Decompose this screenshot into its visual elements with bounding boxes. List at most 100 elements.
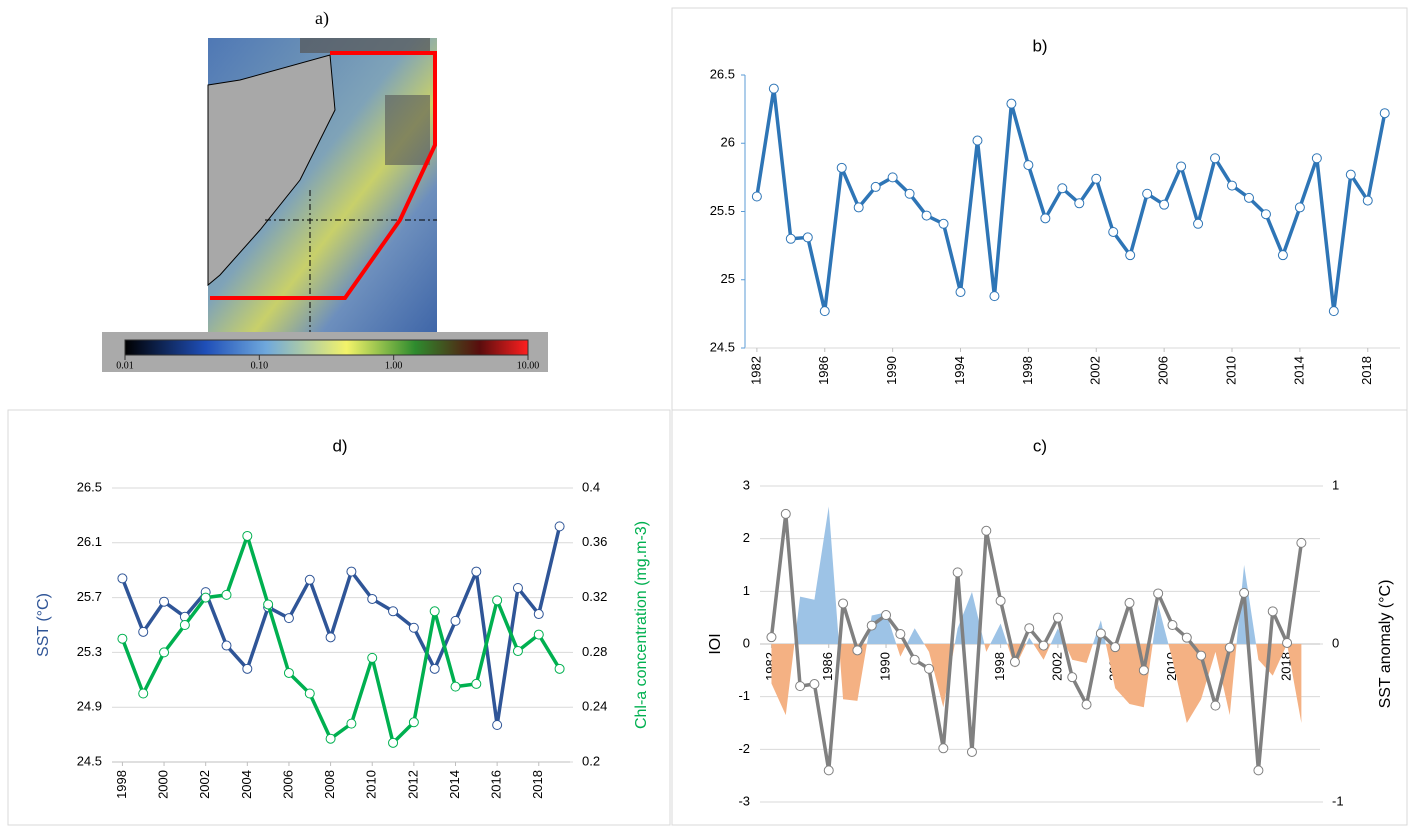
marker <box>785 233 796 244</box>
marker <box>283 667 294 678</box>
marker <box>304 688 315 699</box>
marker <box>1176 161 1187 172</box>
chart-title: d) <box>332 436 347 455</box>
land-mask <box>300 38 430 53</box>
x-tick-label: 2014 <box>1291 356 1306 385</box>
marker <box>1057 183 1068 194</box>
marker <box>512 646 523 657</box>
marker <box>1362 195 1373 206</box>
y2-tick-label: -1 <box>1332 793 1344 808</box>
marker <box>751 191 762 202</box>
marker <box>346 566 357 577</box>
marker <box>1108 226 1119 237</box>
marker <box>1038 640 1049 651</box>
marker <box>802 232 813 243</box>
marker <box>1081 699 1092 710</box>
marker <box>1379 108 1390 119</box>
marker <box>938 218 949 229</box>
marker <box>554 521 565 532</box>
map <box>102 38 548 372</box>
x-tick-label: 1990 <box>877 652 892 681</box>
marker <box>819 306 830 317</box>
marker <box>159 647 170 658</box>
y-tick-label: 25.5 <box>710 203 735 218</box>
marker <box>1267 606 1278 617</box>
panel-frame <box>7 409 671 826</box>
y2-tick-label: 0 <box>1332 635 1339 650</box>
marker <box>1328 306 1339 317</box>
marker <box>117 573 128 584</box>
marker <box>966 746 977 757</box>
marker <box>450 615 461 626</box>
marker <box>200 592 211 603</box>
y-tick-label: -3 <box>738 793 750 808</box>
line <box>769 512 1304 773</box>
marker <box>1052 612 1063 623</box>
marker <box>221 640 232 651</box>
marker <box>325 733 336 744</box>
marker <box>283 613 294 624</box>
marker <box>881 610 892 621</box>
y2-tick-label: 1 <box>1332 477 1339 492</box>
marker <box>1067 672 1078 683</box>
marker <box>533 629 544 640</box>
marker <box>1009 656 1020 667</box>
y-tick-label: 26.5 <box>77 479 102 494</box>
y-tick-label: -2 <box>738 741 750 756</box>
x-tick-label: 2014 <box>447 770 462 799</box>
colorbar-tick-label: 0.10 <box>251 360 269 371</box>
x-tick-label: 1998 <box>1020 356 1035 385</box>
x-tick-label: 2002 <box>1088 356 1103 385</box>
marker <box>836 162 847 173</box>
marker <box>1239 587 1250 598</box>
study-area <box>210 51 437 300</box>
y2-tick-label: 0.24 <box>582 699 607 714</box>
marker <box>450 681 461 692</box>
x-tick-label: 2016 <box>489 770 504 799</box>
x-tick-label: 2006 <box>280 770 295 799</box>
marker <box>938 743 949 754</box>
y-tick-label: 0 <box>743 635 750 650</box>
marker <box>766 632 777 643</box>
x-tick-label: 2002 <box>197 770 212 799</box>
x-tick-label: 1998 <box>114 770 129 799</box>
marker <box>242 663 253 674</box>
marker <box>367 652 378 663</box>
marker <box>408 717 419 728</box>
marker <box>117 633 128 644</box>
y2-axis-label: Chl-a concentration (mg.m-3) <box>633 521 650 729</box>
y2-tick-label: 0.32 <box>582 589 607 604</box>
x-tick-label: 1982 <box>748 356 763 385</box>
colorbar-tick-label: 10.00 <box>517 360 540 371</box>
y-tick-label: 3 <box>743 477 750 492</box>
marker <box>1296 537 1307 548</box>
marker <box>1260 209 1271 220</box>
marker <box>852 645 863 656</box>
marker <box>492 720 503 731</box>
marker <box>1224 642 1235 653</box>
x-tick-label: 1986 <box>816 356 831 385</box>
marker <box>346 718 357 729</box>
x-tick-label: 2000 <box>155 770 170 799</box>
x-tick-label: 2006 <box>1156 356 1171 385</box>
marker <box>823 765 834 776</box>
marker <box>554 663 565 674</box>
marker <box>1181 632 1192 643</box>
y2-tick-label: 0.2 <box>582 753 600 768</box>
marker <box>1125 250 1136 261</box>
marker <box>388 606 399 617</box>
marker <box>768 83 779 94</box>
marker <box>895 628 906 639</box>
line <box>755 86 1387 313</box>
x-tick-label: 2002 <box>1049 652 1064 681</box>
marker <box>1124 597 1135 608</box>
marker <box>179 620 190 630</box>
marker <box>512 583 523 594</box>
x-tick-label: 1986 <box>820 652 835 681</box>
marker <box>955 287 966 298</box>
y-tick-label: 24.5 <box>77 753 102 768</box>
marker <box>838 598 849 609</box>
marker <box>408 622 419 633</box>
marker <box>1159 199 1170 210</box>
